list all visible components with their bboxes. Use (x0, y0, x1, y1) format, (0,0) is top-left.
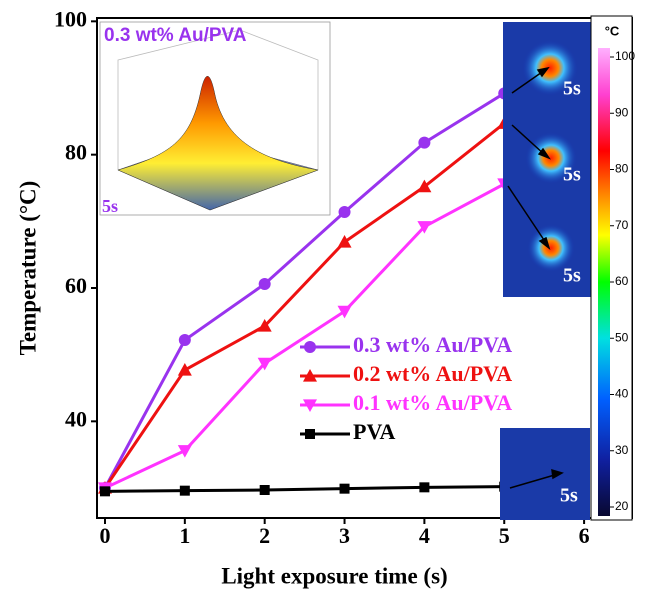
marker (178, 363, 192, 376)
y-tick-label: 40 (65, 406, 87, 431)
thermal-label: 5s (563, 78, 581, 100)
colorbar-tick-label: 70 (615, 218, 629, 232)
legend-label: 0.1 wt% Au/PVA (353, 390, 512, 415)
inset-time: 5s (102, 196, 118, 216)
colorbar-tick-label: 100 (615, 49, 635, 63)
colorbar-tick-label: 30 (615, 443, 629, 457)
series-line (105, 487, 504, 492)
thermal-images: 5s 5s 5s 5s (500, 22, 591, 520)
surface-inset: 0.3 wt% Au/PVA 5s (100, 22, 330, 216)
marker (100, 486, 110, 496)
y-tick-label: 100 (54, 6, 87, 31)
legend-label: PVA (353, 419, 395, 444)
legend-label: 0.2 wt% Au/PVA (353, 361, 512, 386)
x-tick-label: 0 (99, 523, 110, 548)
thermal-label: 5s (563, 164, 581, 186)
marker (260, 485, 270, 495)
thermal-label: 5s (560, 485, 578, 507)
x-tick-label: 5 (499, 523, 510, 548)
colorbar-label: °C (605, 23, 620, 38)
legend-label: 0.3 wt% Au/PVA (353, 332, 512, 357)
marker (179, 334, 191, 346)
marker (338, 306, 352, 319)
colorbar-tick-label: 60 (615, 274, 629, 288)
x-tick-label: 4 (419, 523, 430, 548)
colorbar: °C 100 90 80 70 60 50 40 30 20 (591, 16, 635, 520)
colorbar-tick-label: 40 (615, 387, 629, 401)
y-tick-label: 80 (65, 140, 87, 165)
colorbar-tick-label: 80 (615, 162, 629, 176)
x-tick-label: 6 (579, 523, 590, 548)
x-axis-label: Light exposure time (s) (221, 563, 447, 588)
marker (259, 278, 271, 290)
x-tick-label: 2 (259, 523, 270, 548)
colorbar-tick-label: 50 (615, 330, 629, 344)
y-axis-label: Temperature (°C) (15, 181, 40, 356)
colorbar-tick-label: 20 (615, 499, 629, 513)
thermal-label: 5s (563, 265, 581, 287)
x-tick-label: 3 (339, 523, 350, 548)
colorbar-tick-label: 90 (615, 105, 629, 119)
x-tick-label: 1 (179, 523, 190, 548)
marker (304, 341, 316, 353)
inset-title: 0.3 wt% Au/PVA (104, 25, 247, 46)
marker (340, 484, 350, 494)
marker (180, 486, 190, 496)
marker (418, 137, 430, 149)
chart: 0 1 2 3 4 5 6 40 60 80 100 Light exposure time (s) T… (0, 0, 645, 594)
y-tick-label: 60 (65, 273, 87, 298)
marker (305, 429, 315, 439)
marker (339, 206, 351, 218)
marker (419, 482, 429, 492)
